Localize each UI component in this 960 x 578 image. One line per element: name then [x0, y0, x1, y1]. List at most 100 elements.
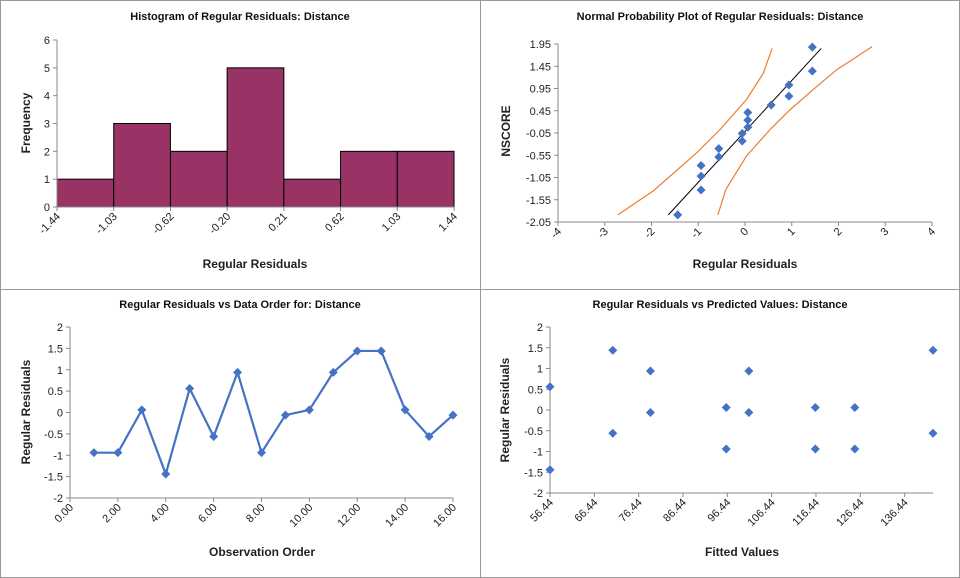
- data-point: [280, 410, 290, 420]
- y-tick-label: -0.55: [526, 150, 551, 162]
- y-axis-label: Regular Residuals: [498, 357, 512, 462]
- data-point: [737, 128, 747, 138]
- data-point: [766, 100, 776, 110]
- y-tick-label: 1: [57, 365, 63, 377]
- chart-title: Histogram of Regular Residuals: Distance: [130, 11, 349, 23]
- chart-title: Regular Residuals vs Data Order for: Dis…: [119, 299, 360, 311]
- confidence-band-upper: [717, 46, 873, 216]
- data-point: [645, 407, 655, 417]
- y-axis-label: Regular Residuals: [19, 359, 33, 464]
- data-point: [743, 108, 753, 118]
- series-line: [93, 349, 454, 478]
- data-point: [807, 66, 817, 76]
- data-point: [608, 428, 618, 438]
- data-point: [545, 382, 555, 392]
- y-tick-label: 0.95: [530, 84, 551, 96]
- y-tick-label: 2: [44, 146, 50, 158]
- data-point: [645, 366, 655, 376]
- histogram-bar: [226, 67, 285, 208]
- chart-title: Regular Residuals vs Predicted Values: D…: [593, 299, 848, 311]
- data-point: [721, 403, 731, 413]
- y-tick-label: -0.05: [526, 128, 551, 140]
- histogram-bar: [340, 150, 398, 208]
- data-point: [185, 384, 195, 394]
- y-tick-label: 2: [537, 322, 543, 334]
- y-tick-label: 0: [537, 405, 543, 417]
- y-tick-label: -1: [53, 450, 63, 462]
- data-point: [784, 91, 794, 101]
- y-tick-label: 0.45: [530, 106, 551, 118]
- data-point: [807, 42, 817, 52]
- x-axis-label: Regular Residuals: [203, 257, 308, 271]
- data-point: [721, 444, 731, 454]
- data-point: [928, 345, 938, 355]
- y-tick-label: 6: [44, 35, 50, 47]
- histogram-chart: Histogram of Regular Residuals: Distance…: [19, 11, 460, 271]
- data-point: [376, 346, 386, 356]
- data-point: [744, 366, 754, 376]
- confidence-band-lower: [617, 48, 773, 216]
- data-point: [784, 80, 794, 90]
- data-point: [304, 405, 314, 415]
- y-tick-label: 5: [44, 63, 50, 75]
- data-point: [743, 122, 753, 132]
- y-tick-label: 3: [44, 119, 50, 131]
- data-point: [161, 469, 171, 479]
- y-tick-label: 0: [57, 408, 63, 420]
- histogram-bar: [283, 178, 342, 208]
- data-point: [608, 345, 618, 355]
- data-point: [137, 405, 147, 415]
- y-tick-label: -2: [533, 488, 543, 500]
- data-point: [257, 448, 266, 458]
- data-point: [737, 136, 747, 146]
- y-tick-label: -1.55: [526, 195, 551, 207]
- y-tick-label: 1: [537, 364, 543, 376]
- data-point: [850, 444, 860, 454]
- histogram-bar: [169, 150, 228, 208]
- y-tick-label: -0.5: [44, 429, 63, 441]
- histogram-bar: [56, 178, 115, 208]
- y-tick-label: -0.5: [524, 426, 543, 438]
- y-tick-label: 0: [44, 202, 50, 214]
- histogram-bar: [113, 123, 171, 208]
- x-axis-label: Observation Order: [209, 545, 315, 559]
- y-axis-label: NSCORE: [499, 105, 513, 156]
- y-tick-label: 1.45: [530, 61, 551, 73]
- x-axis-label: Fitted Values: [705, 545, 779, 559]
- y-axis-label: Frequency: [19, 92, 33, 153]
- data-point: [743, 115, 753, 125]
- data-point: [233, 367, 243, 377]
- data-point: [696, 171, 706, 181]
- y-tick-label: -1.5: [524, 467, 543, 479]
- y-tick-label: -1.5: [44, 472, 63, 484]
- data-point: [928, 428, 938, 438]
- data-point: [113, 448, 123, 458]
- data-point: [850, 403, 860, 413]
- y-tick-label: 1.5: [48, 343, 63, 355]
- data-point: [352, 346, 362, 356]
- data-point: [744, 407, 754, 417]
- y-tick-label: 4: [44, 91, 50, 103]
- data-point: [673, 210, 683, 220]
- data-point: [810, 403, 820, 413]
- y-tick-label: -2: [53, 493, 63, 505]
- y-tick-label: 1: [44, 174, 50, 186]
- y-tick-label: 0.5: [48, 386, 63, 398]
- data-point: [714, 144, 724, 154]
- chart-title: Normal Probability Plot of Regular Resid…: [577, 11, 864, 23]
- data-point: [424, 431, 434, 441]
- data-point: [89, 448, 99, 458]
- y-tick-label: 1.5: [528, 343, 543, 355]
- data-point: [696, 185, 706, 195]
- y-tick-label: 1.95: [530, 39, 551, 51]
- data-point: [545, 465, 555, 475]
- data-point: [400, 405, 410, 415]
- data-point: [696, 160, 706, 170]
- histogram-bar: [396, 150, 455, 208]
- x-axis-label: Regular Residuals: [693, 257, 798, 271]
- data-point: [209, 431, 219, 441]
- y-tick-label: -1: [533, 447, 543, 459]
- data-point: [714, 152, 724, 162]
- y-tick-label: -2.05: [526, 217, 551, 229]
